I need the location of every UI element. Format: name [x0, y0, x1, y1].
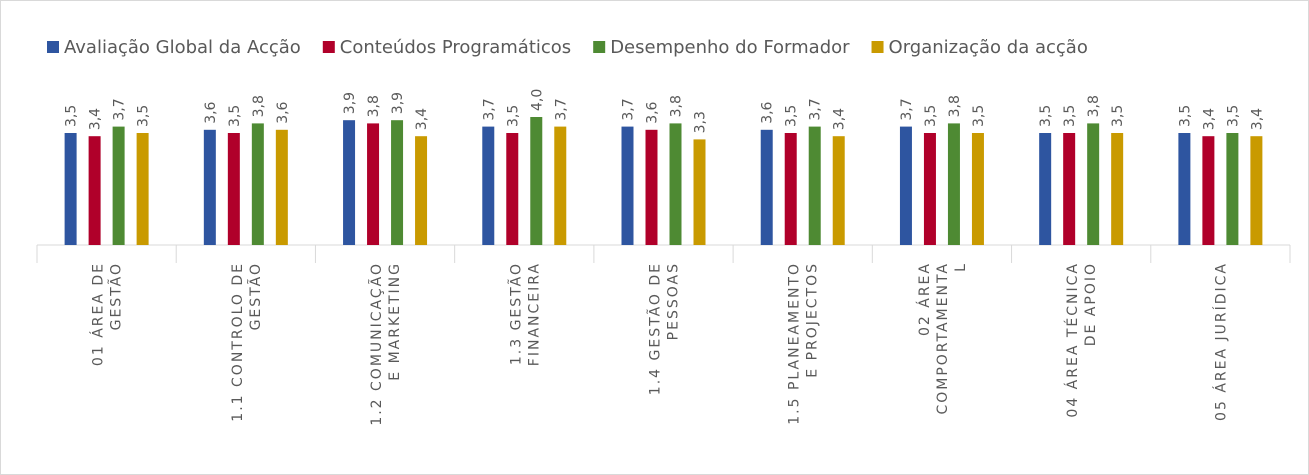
bar	[391, 120, 404, 245]
x-tick-label: COMPORTAMENTA	[935, 262, 951, 415]
data-label: 3,5	[1177, 105, 1193, 127]
data-label: 3,8	[669, 95, 685, 117]
data-label: 3,8	[1086, 95, 1102, 117]
bar	[899, 126, 912, 245]
x-tick-label: 05 ÁREA JURÍDICA	[1212, 262, 1229, 421]
bar	[621, 126, 634, 245]
data-label: 3,4	[1249, 108, 1265, 130]
legend-label: Desempenho do Formador	[610, 37, 850, 58]
data-label: 3,6	[760, 101, 776, 123]
data-label: 3,5	[64, 105, 80, 127]
data-label: 3,5	[505, 105, 521, 127]
bar	[971, 133, 984, 245]
data-label: 3,5	[227, 105, 243, 127]
x-tick-label: 1.2 COMUNICAÇÃO	[368, 262, 385, 426]
bar	[227, 133, 240, 245]
legend-swatch	[871, 41, 884, 53]
x-tick-label: 01 ÁREA DE	[90, 262, 107, 366]
x-tick-label: 1.5 PLANEAMENTO	[787, 262, 803, 425]
data-label: 3,8	[251, 95, 267, 117]
bar	[203, 129, 216, 245]
bar	[1226, 133, 1239, 245]
data-label: 3,4	[414, 108, 430, 130]
bar	[1087, 123, 1100, 245]
bar	[251, 123, 264, 245]
bar	[1178, 133, 1191, 245]
data-label: 3,5	[971, 105, 987, 127]
x-tick-label: GESTÃO	[247, 262, 264, 330]
bar	[64, 133, 77, 245]
data-label: 3,5	[1110, 105, 1126, 127]
x-tick-label: DE APOIO	[1083, 262, 1099, 346]
legend-swatch	[322, 41, 335, 53]
data-label: 3,5	[1038, 105, 1054, 127]
data-label: 3,5	[923, 105, 939, 127]
data-label: 3,8	[947, 95, 963, 117]
legend-label: Conteúdos Programáticos	[340, 37, 571, 58]
x-tick-label: GESTÃO	[108, 262, 125, 330]
bar	[1250, 136, 1263, 245]
bar	[1063, 133, 1076, 245]
data-label: 3,7	[621, 98, 637, 120]
data-label: 3,6	[645, 101, 661, 123]
x-tick-label: PESSOAS	[666, 262, 682, 340]
x-tick-label: FINANCEIRA	[526, 262, 542, 366]
bar	[136, 133, 149, 245]
x-tick-label: L	[953, 262, 969, 272]
x-tick-label: 04 ÁREA TÉCNICA	[1064, 262, 1081, 418]
data-label: 3,5	[1225, 105, 1241, 127]
data-label: 3,4	[1201, 108, 1217, 130]
bar	[88, 136, 101, 245]
legend-label: Avaliação Global da Acção	[64, 37, 301, 58]
bar	[784, 133, 797, 245]
data-label: 3,4	[832, 108, 848, 130]
bar	[669, 123, 682, 245]
data-label: 3,6	[203, 101, 219, 123]
data-label: 3,7	[553, 98, 569, 120]
bar	[506, 133, 519, 245]
legend-swatch	[593, 41, 606, 53]
data-label: 3,4	[88, 108, 104, 130]
bar	[530, 117, 543, 245]
bar	[645, 129, 658, 245]
legend-swatch	[47, 41, 59, 53]
bar	[1202, 136, 1215, 245]
x-tick-label: E PROJECTOS	[805, 262, 821, 378]
bar	[760, 129, 773, 245]
bar	[923, 133, 936, 245]
bar	[1039, 133, 1052, 245]
bar	[275, 129, 288, 245]
data-label: 3,9	[390, 92, 406, 114]
legend-label: Organização da acção	[889, 37, 1088, 58]
x-tick-label: 1.3 GESTÃO	[507, 262, 524, 365]
x-tick-label: 1.1 CONTROLO DE	[230, 262, 246, 422]
x-tick-label: 1.4 GESTÃO DE	[647, 262, 664, 395]
bar	[1111, 133, 1124, 245]
bar	[482, 126, 495, 245]
bar	[415, 136, 428, 245]
bar	[808, 126, 821, 245]
data-label: 3,7	[112, 98, 128, 120]
data-label: 3,5	[1062, 105, 1078, 127]
data-label: 3,6	[275, 101, 291, 123]
x-tick-label: 02 ÁREA	[916, 262, 933, 336]
bar	[367, 123, 380, 245]
data-label: 3,3	[693, 111, 709, 133]
bar	[554, 126, 567, 245]
bar	[947, 123, 960, 245]
data-label: 3,8	[366, 95, 382, 117]
bar	[832, 136, 845, 245]
data-label: 3,7	[899, 98, 915, 120]
data-label: 3,7	[481, 98, 497, 120]
bar	[693, 139, 706, 245]
data-label: 3,5	[136, 105, 152, 127]
bar	[343, 120, 356, 245]
data-label: 3,7	[808, 98, 824, 120]
bar	[112, 126, 125, 245]
data-label: 3,9	[342, 92, 358, 114]
data-label: 4,0	[529, 89, 545, 111]
x-tick-label: E MARKETING	[387, 262, 403, 381]
data-label: 3,5	[784, 105, 800, 127]
